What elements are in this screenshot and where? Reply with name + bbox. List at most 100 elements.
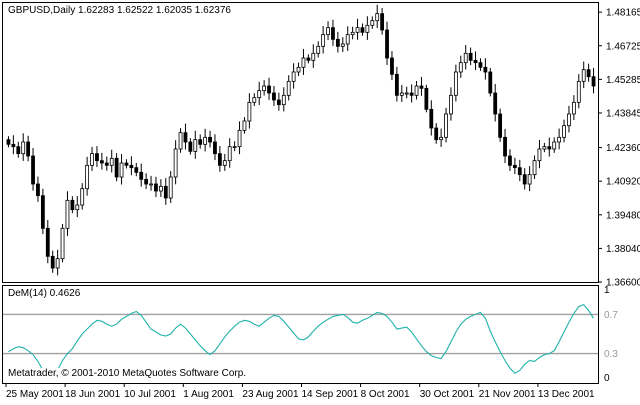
candle-body [567, 113, 571, 127]
candle-body [557, 136, 562, 143]
indicator-tick-label: 1 [604, 285, 610, 296]
candle-body [163, 185, 168, 199]
candle-body [385, 29, 389, 59]
candle-body [213, 141, 217, 155]
candle-body [45, 227, 50, 257]
candle-body [203, 136, 208, 145]
candle-body [478, 62, 483, 68]
candle-body [483, 66, 488, 73]
candle-body [503, 136, 507, 157]
candle-body [154, 183, 158, 192]
candle-body [375, 13, 380, 22]
price-tick-label: 1.43845 [606, 108, 640, 119]
candle-body [399, 92, 404, 96]
candle-body [257, 90, 262, 99]
candle-body [414, 85, 419, 96]
indicator-panel-frame [2, 285, 599, 384]
candle-body [468, 52, 473, 61]
price-panel-frame [2, 2, 599, 283]
candle-body [365, 24, 370, 33]
candle-body [390, 57, 394, 75]
candle-body [281, 94, 286, 106]
candle-body [512, 164, 517, 169]
candle-body [188, 141, 193, 152]
price-tick-label: 1.46725 [606, 41, 640, 52]
candle-body [134, 167, 139, 173]
candle-body [360, 27, 365, 33]
price-tick-label: 1.42360 [606, 143, 640, 154]
time-tick-label: 18 Jun 2001 [65, 389, 120, 400]
candle-body [6, 139, 11, 145]
candle-body [198, 139, 203, 145]
time-tick-label: 8 Oct 2001 [361, 389, 410, 400]
candle-body [586, 69, 591, 78]
candle-body [129, 164, 134, 169]
candle-body [331, 27, 335, 40]
candle-body [419, 85, 424, 89]
candle-body [449, 94, 453, 115]
candle-body [242, 120, 247, 131]
candle-body [542, 146, 547, 150]
candle-body [26, 141, 31, 157]
candle-body [286, 80, 291, 96]
candle-body [429, 108, 434, 129]
candle-body [55, 258, 60, 269]
price-tick-label: 1.38040 [606, 244, 640, 255]
candle-body [178, 132, 183, 150]
candle-body [119, 162, 124, 178]
candle-body [272, 92, 276, 101]
candle-body [326, 27, 330, 36]
candle-body [409, 92, 414, 96]
candle-body [173, 148, 178, 178]
candle-body [262, 85, 267, 92]
candle-body [434, 127, 439, 141]
price-tick-label: 1.36600 [606, 278, 640, 289]
candle-body [488, 71, 493, 94]
candle-body [291, 71, 296, 82]
candle-body [60, 227, 65, 260]
indicator-title: DeM(14) 0.4626 [8, 288, 81, 299]
candle-body [104, 162, 109, 166]
candle-body [463, 52, 468, 64]
candle-body [252, 97, 257, 103]
candles [6, 4, 596, 276]
candle-body [276, 99, 281, 106]
candle-body [85, 164, 90, 190]
candle-body [75, 204, 80, 211]
candle-body [404, 92, 409, 95]
candle-body [193, 139, 198, 152]
indicator-tick-label: 0.3 [604, 349, 618, 360]
candle-body [537, 148, 542, 162]
candle-body [124, 162, 129, 166]
candle-body [355, 27, 360, 33]
candle-body [571, 101, 576, 115]
candle-body [21, 141, 26, 155]
candle-body [90, 153, 94, 166]
candle-body [296, 66, 301, 73]
candle-body [301, 57, 306, 68]
candle-body [139, 171, 144, 180]
candle-body [498, 113, 503, 138]
candle-body [508, 155, 512, 166]
candle-body [311, 52, 316, 61]
candle-body [370, 20, 375, 26]
axis-ticks: 1.48165 1.46725 1.45285 1.43845 1.42360 1.409… [5, 8, 640, 400]
candle-body [517, 167, 522, 176]
candle-body [532, 160, 537, 176]
candle-body [227, 146, 232, 162]
candle-body [380, 13, 385, 31]
candle-body [335, 38, 340, 47]
candle-body [50, 255, 55, 269]
candle-body [65, 199, 70, 229]
candle-body [40, 195, 45, 229]
candle-body [345, 34, 350, 45]
candle-body [222, 160, 227, 166]
candle-body [591, 76, 596, 87]
candle-body [31, 155, 35, 185]
candle-body [321, 34, 326, 47]
time-tick-label: 23 Aug 2001 [242, 389, 299, 400]
candle-body [237, 129, 242, 148]
price-tick-label: 1.48165 [606, 8, 640, 19]
